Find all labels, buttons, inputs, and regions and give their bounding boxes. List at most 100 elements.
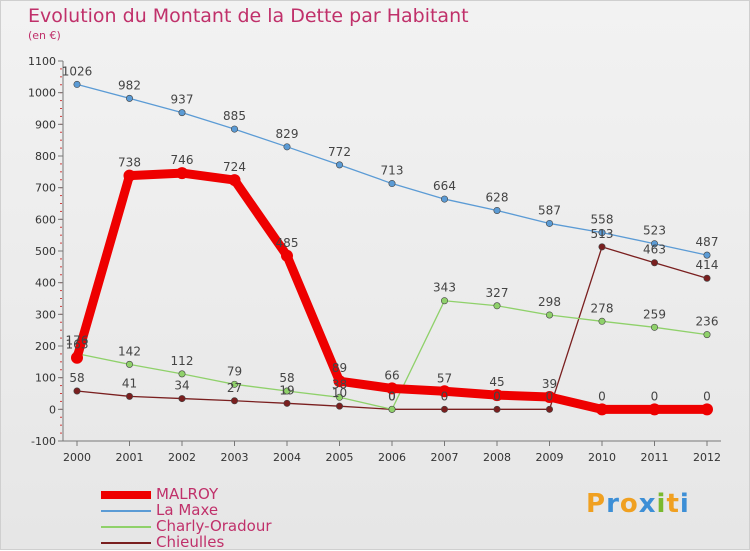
data-label: 0 xyxy=(388,389,396,403)
data-label: 58 xyxy=(279,371,294,385)
data-point xyxy=(596,403,608,416)
data-point xyxy=(178,370,186,378)
data-label: 163 xyxy=(66,338,89,352)
data-point xyxy=(440,297,448,305)
legend-swatch xyxy=(101,542,151,544)
x-tick-label: 2009 xyxy=(536,451,564,464)
data-label: 829 xyxy=(276,127,299,141)
data-label: 772 xyxy=(328,145,351,159)
data-point xyxy=(283,399,291,407)
data-point xyxy=(386,382,398,395)
data-point xyxy=(388,180,396,188)
y-tick-label: 900 xyxy=(35,118,56,131)
y-tick-label: 100 xyxy=(35,372,56,385)
data-label: 738 xyxy=(118,156,141,170)
data-point xyxy=(71,351,83,364)
data-point xyxy=(545,405,553,413)
logo-letter: o xyxy=(619,489,639,519)
data-point xyxy=(438,385,451,398)
data-point xyxy=(126,94,134,102)
chart-title: Evolution du Montant de la Dette par Hab… xyxy=(28,5,469,27)
data-point xyxy=(493,302,501,310)
data-label: 259 xyxy=(643,307,666,321)
data-point xyxy=(178,109,186,117)
data-label: 0 xyxy=(441,389,449,403)
y-tick-label: 800 xyxy=(35,150,56,163)
data-label: 58 xyxy=(69,371,84,385)
data-label: 523 xyxy=(643,224,666,238)
data-point xyxy=(126,392,134,400)
y-tick-label: 1100 xyxy=(28,55,56,68)
y-tick-label: 1000 xyxy=(28,87,56,100)
legend-label: La Maxe xyxy=(156,501,219,519)
legend-label: Charly-Oradour xyxy=(156,517,272,535)
data-point xyxy=(178,395,186,403)
data-label: 937 xyxy=(171,93,194,107)
legend-swatch xyxy=(101,491,151,499)
data-label: 236 xyxy=(696,315,719,329)
data-point xyxy=(231,397,239,405)
legend-item-chieulles: Chieulles xyxy=(101,533,341,551)
data-label: 79 xyxy=(227,364,242,378)
data-point xyxy=(176,167,188,180)
x-tick-label: 2003 xyxy=(221,451,249,464)
logo-letter: i xyxy=(656,489,667,519)
data-point xyxy=(440,195,448,203)
data-point xyxy=(283,143,291,151)
data-point xyxy=(73,80,81,88)
y-tick-label: 500 xyxy=(35,245,56,258)
data-label: 298 xyxy=(538,295,561,309)
data-point xyxy=(231,125,239,133)
x-tick-label: 2006 xyxy=(378,451,406,464)
data-point xyxy=(333,375,346,388)
data-label: 463 xyxy=(643,243,666,257)
data-label: 45 xyxy=(489,375,504,389)
data-label: 0 xyxy=(598,389,606,403)
data-label: 27 xyxy=(227,381,242,395)
logo-letter: t xyxy=(666,489,680,519)
y-tick-label: 700 xyxy=(35,182,56,195)
x-tick-label: 2002 xyxy=(168,451,196,464)
data-point xyxy=(650,259,658,267)
legend-label: MALROY xyxy=(156,485,219,503)
data-label: 664 xyxy=(433,179,456,193)
data-point xyxy=(493,405,501,413)
data-point xyxy=(283,387,291,395)
data-label: 0 xyxy=(703,389,711,403)
data-point xyxy=(123,169,136,182)
data-point xyxy=(703,331,711,339)
proxiti-logo: Proxiti xyxy=(586,489,690,519)
data-label: 57 xyxy=(437,371,452,385)
data-label: 0 xyxy=(651,389,659,403)
logo-letter: i xyxy=(679,489,690,519)
data-point xyxy=(281,249,293,262)
x-tick-label: 2010 xyxy=(588,451,616,464)
data-label: 558 xyxy=(591,213,614,227)
x-tick-label: 2000 xyxy=(63,451,91,464)
legend-label: Chieulles xyxy=(156,533,225,551)
x-tick-label: 2004 xyxy=(273,451,301,464)
data-label: 0 xyxy=(493,389,501,403)
logo-letter: x xyxy=(638,489,657,519)
data-label: 487 xyxy=(696,235,719,249)
data-point xyxy=(598,243,606,251)
data-point xyxy=(126,360,134,368)
data-label: 746 xyxy=(171,153,194,167)
y-tick-label: -100 xyxy=(31,435,56,448)
data-label: 39 xyxy=(542,377,557,391)
data-point xyxy=(491,389,503,402)
data-point xyxy=(335,161,343,169)
data-point xyxy=(493,206,501,214)
y-tick-label: 200 xyxy=(35,340,56,353)
data-point xyxy=(73,387,81,395)
data-point xyxy=(228,174,241,187)
chart-subtitle: (en €) xyxy=(28,29,61,42)
data-point xyxy=(598,317,606,325)
data-label: 142 xyxy=(118,344,141,358)
data-point xyxy=(703,274,711,282)
data-label: 66 xyxy=(384,368,399,382)
y-tick-label: 600 xyxy=(35,213,56,226)
data-label: 713 xyxy=(381,164,404,178)
